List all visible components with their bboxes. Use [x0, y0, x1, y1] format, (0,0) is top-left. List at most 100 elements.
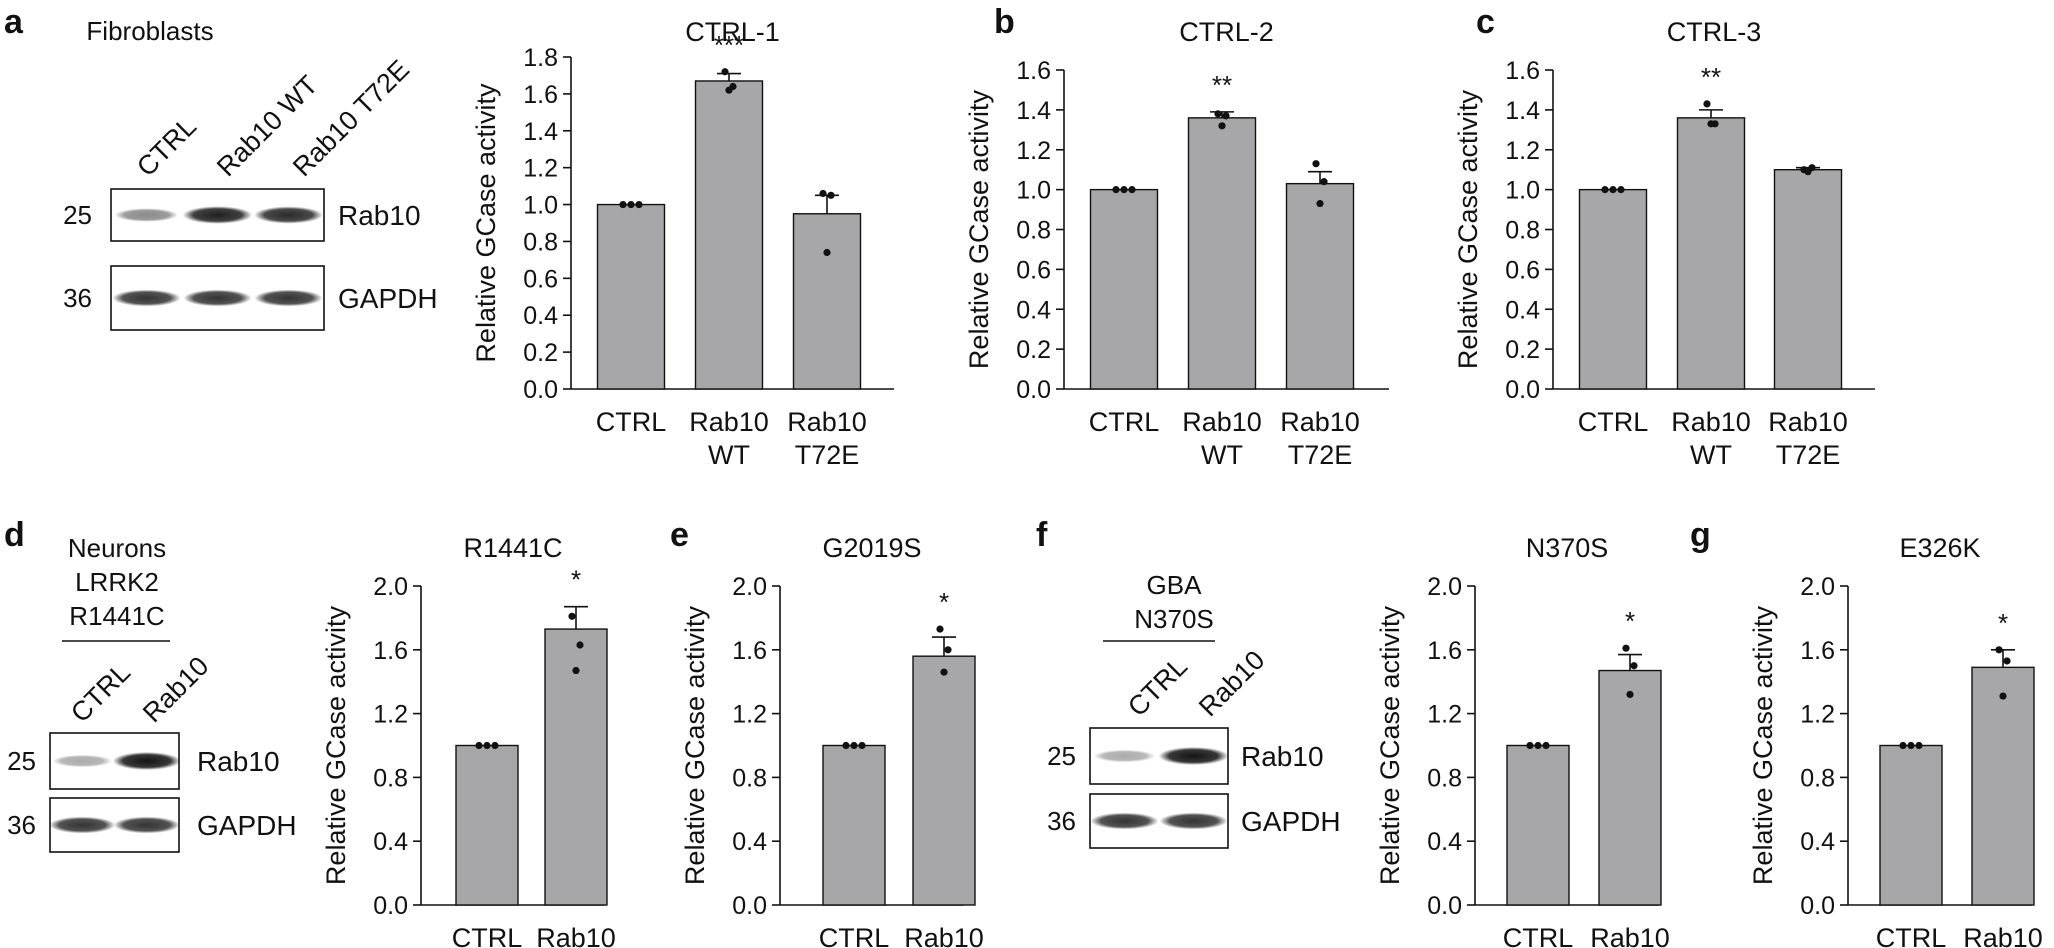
y-tick-label: 0.0 [732, 892, 767, 920]
molecular-weight-label: 25 [63, 200, 92, 230]
lane-label: CTRL [131, 111, 202, 182]
bar [792, 213, 862, 390]
chart-d: R1441C 0.0 0.4 0.8 1.2 1.6 2.0 Relative GCase a… [321, 533, 616, 948]
y-axis-title: Relative GCase activity [471, 83, 501, 363]
data-point [1312, 160, 1320, 168]
x-category-label: CTRL [1503, 923, 1574, 948]
protein-label: GAPDH [1241, 806, 1341, 837]
chart-title: CTRL-1 [685, 17, 780, 47]
y-tick-label: 1.6 [1427, 637, 1462, 665]
y-axis-title: Relative GCase activity [964, 89, 994, 369]
bar [1578, 188, 1648, 390]
data-point [1995, 646, 2003, 654]
molecular-weight-label: 36 [1047, 806, 1076, 836]
significance-marker: * [939, 587, 949, 617]
data-point [1128, 186, 1136, 194]
chart-e: G2019S 0.0 0.4 0.8 1.2 1.6 2.0 Relative GCase a… [680, 533, 984, 948]
y-tick-label: 0.2 [1016, 336, 1051, 364]
y-tick-label: 0.0 [523, 376, 558, 404]
y-tick-label: 0.4 [1800, 828, 1835, 856]
y-tick-label: 2.0 [373, 573, 408, 601]
bar [544, 628, 608, 906]
y-tick-label: 1.6 [373, 637, 408, 665]
lane-label: CTRL [1122, 651, 1193, 722]
data-point [576, 641, 584, 649]
data-point [619, 200, 627, 209]
data-point [940, 668, 948, 676]
lane-label: Rab10 [1193, 645, 1270, 722]
x-category-label: WT [1201, 440, 1243, 470]
protein-band [112, 752, 181, 770]
x-category-label: Rab10 [1768, 407, 1848, 437]
x-category-label: Rab10 [689, 407, 769, 437]
y-tick-label: 0.8 [1800, 764, 1835, 792]
panel-letter-b: b [994, 3, 1015, 41]
y-tick-label: 1.4 [523, 118, 558, 146]
bar [1773, 168, 1843, 390]
data-point [721, 68, 729, 76]
blot-title-line: N370S [1134, 604, 1214, 634]
chart-g: E326K 0.0 0.4 0.8 1.2 1.6 2.0 Relative GCase ac… [1748, 533, 2043, 948]
data-point [850, 741, 858, 750]
x-category-label: WT [1690, 440, 1732, 470]
data-point [1915, 741, 1923, 750]
bar [694, 80, 764, 390]
protein-band [49, 816, 116, 834]
bar [1676, 117, 1746, 390]
bar [822, 744, 886, 906]
y-axis-title: Relative GCase activity [1453, 89, 1483, 369]
x-category-label: Rab10 [1590, 923, 1670, 948]
protein-label: Rab10 [197, 746, 280, 777]
x-category-label: Rab10 [1280, 407, 1360, 437]
protein-band [1158, 747, 1229, 765]
x-category-label: WT [708, 440, 750, 470]
protein-label: GAPDH [197, 810, 297, 841]
data-point [1120, 186, 1128, 194]
significance-marker: * [571, 565, 581, 595]
protein-band [1093, 749, 1156, 763]
x-category-label: T72E [1776, 440, 1841, 470]
data-point [483, 741, 491, 750]
molecular-weight-label: 25 [1047, 741, 1076, 771]
y-tick-label: 1.6 [1505, 57, 1540, 85]
chart-title: N370S [1526, 533, 1609, 563]
panel-letter-e: e [670, 516, 689, 554]
bar-charts: CTRL-1 0.0 0.2 0.4 0.6 0.8 1.0 1.2 1.4 1.6 1.8 Rela… [321, 17, 2043, 948]
data-point [827, 191, 835, 199]
protein-band [183, 289, 252, 307]
chart-title: CTRL-2 [1179, 17, 1274, 47]
data-point [1899, 741, 1907, 750]
bar [455, 744, 519, 906]
data-point [1630, 662, 1638, 670]
x-category-label: T72E [795, 440, 860, 470]
x-category-label: CTRL [452, 923, 523, 948]
protein-band [113, 816, 180, 834]
y-axis-title: Relative GCase activity [1375, 605, 1405, 885]
chart-f: N370S 0.0 0.4 0.8 1.2 1.6 2.0 Relative GCase ac… [1375, 533, 1670, 948]
bar [1187, 117, 1257, 390]
y-tick-label: 1.4 [1016, 97, 1051, 125]
y-tick-label: 0.0 [1427, 892, 1462, 920]
data-point [1804, 168, 1812, 176]
data-point [475, 741, 483, 750]
x-category-label: Rab10 [1671, 407, 1751, 437]
y-tick-label: 1.4 [1505, 97, 1540, 125]
y-tick-label: 0.6 [1016, 256, 1051, 284]
panel-letter-c: c [1476, 3, 1495, 41]
blot-title-line: R1441C [69, 601, 164, 631]
significance-marker: ** [1701, 62, 1721, 92]
y-tick-label: 1.2 [732, 701, 767, 729]
bar [1506, 744, 1570, 906]
panel-letter-g: g [1690, 516, 1711, 554]
y-tick-label: 0.4 [732, 828, 767, 856]
protein-band [114, 208, 179, 222]
y-tick-label: 0.4 [523, 302, 558, 330]
x-category-label: T72E [1288, 440, 1353, 470]
protein-band [112, 289, 181, 307]
y-tick-label: 1.0 [1016, 177, 1051, 205]
y-tick-label: 0.6 [523, 265, 558, 293]
bar [596, 203, 666, 390]
